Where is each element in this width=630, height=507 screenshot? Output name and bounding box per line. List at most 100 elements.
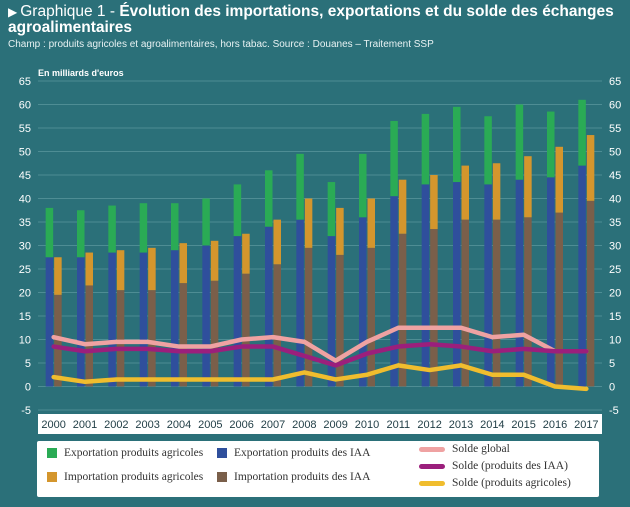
x-tick-label: 2011: [387, 419, 411, 431]
legend-line-solde-iaa: [419, 463, 445, 469]
bar-import-iaa: [524, 217, 532, 387]
legend-item-solde-global: Solde global: [419, 443, 510, 455]
x-tick-label: 2001: [73, 419, 97, 431]
bar-export-iaa: [359, 217, 367, 387]
bar-export-iaa: [265, 226, 273, 387]
bar-export-iaa: [547, 177, 555, 387]
y-tick-label-left: -5: [21, 405, 31, 417]
bar-export-iaa: [233, 236, 242, 387]
bar-export-agri: [171, 203, 179, 251]
legend-label: Importation produits des IAA: [234, 471, 371, 483]
x-tick-label: 2004: [167, 419, 191, 431]
x-tick-label: 2015: [511, 419, 535, 431]
bar-export-iaa: [421, 184, 430, 387]
bar-export-agri: [453, 106, 461, 183]
bar-import-agri: [54, 257, 62, 295]
x-tick-label: 2013: [449, 419, 473, 431]
y-tick-label-right: 25: [609, 264, 621, 276]
bar-export-iaa: [45, 257, 54, 387]
legend-label: Exportation produits des IAA: [234, 447, 371, 459]
solde-agri-line: [51, 363, 589, 392]
bar-import-agri: [242, 233, 250, 274]
bar-import-iaa: [304, 247, 313, 387]
y-tick-label-right: 30: [609, 241, 621, 253]
x-tick-label: 2005: [198, 419, 222, 431]
y-tick-label-right: 60: [609, 100, 621, 112]
y-tick-label-left: 35: [19, 217, 31, 229]
legend-item-solde-agri: Solde (produits agricoles): [419, 477, 571, 489]
y-axis-unit-label: En milliards d'euros: [38, 68, 124, 78]
bar-export-agri: [108, 205, 116, 253]
bar-export-iaa: [327, 236, 336, 387]
legend-swatch-export-agri: [47, 448, 57, 458]
legend-swatch-export-iaa: [217, 448, 227, 458]
play-arrow-icon: ▶: [8, 5, 18, 19]
y-tick-label-right: 5: [609, 358, 615, 370]
bar-import-agri: [336, 207, 344, 255]
legend-swatch-import-agri: [47, 472, 57, 482]
y-tick-label-right: 40: [609, 194, 621, 206]
x-tick-label: 2010: [355, 419, 379, 431]
bar-export-agri: [390, 120, 398, 197]
bar-import-iaa: [492, 219, 501, 387]
bar-export-iaa: [202, 245, 210, 387]
y-tick-label-left: 30: [19, 241, 31, 253]
y-tick-label-left: 55: [19, 123, 31, 135]
y-tick-label-right: 65: [609, 76, 621, 88]
x-tick-label: 2014: [480, 419, 504, 431]
bar-export-iaa: [77, 257, 85, 387]
y-tick-label-left: 65: [19, 76, 31, 88]
y-tick-label-left: 20: [19, 288, 31, 300]
legend-line-solde-agri: [419, 480, 445, 486]
bar-import-agri: [304, 198, 313, 248]
bar-import-iaa: [430, 229, 438, 387]
legend: Exportation produits agricoles Exportati…: [37, 441, 599, 497]
x-tick-label: 2017: [574, 419, 598, 431]
bar-import-agri: [524, 156, 532, 218]
bar-export-iaa: [453, 182, 461, 387]
legend-item-solde-iaa: Solde (produits des IAA): [419, 460, 568, 472]
y-tick-label-left: 0: [25, 382, 31, 394]
x-tick-label: 2012: [417, 419, 441, 431]
bar-export-iaa: [171, 250, 179, 387]
legend-line-solde-global: [419, 446, 445, 452]
y-tick-label-right: 10: [609, 335, 621, 347]
bar-import-agri: [430, 175, 438, 230]
legend-label: Solde global: [452, 443, 510, 455]
bar-export-agri: [327, 182, 336, 237]
chart-title: ▶ Graphique 1 - Évolution des importation…: [8, 4, 622, 36]
x-tick-label: 2006: [229, 419, 253, 431]
x-tick-label: 2016: [543, 419, 567, 431]
x-tick-label: 2002: [104, 419, 128, 431]
bar-import-iaa: [555, 212, 563, 387]
bar-export-agri: [578, 99, 586, 166]
y-tick-label-left: 40: [19, 194, 31, 206]
bar-export-iaa: [515, 179, 524, 387]
bar-import-iaa: [242, 273, 250, 387]
legend-item-export-iaa: Exportation produits des IAA: [217, 447, 370, 459]
y-tick-label-right: 55: [609, 123, 621, 135]
bar-import-agri: [179, 243, 187, 284]
bar-import-iaa: [54, 294, 62, 387]
solde-global-line: [51, 325, 589, 363]
bar-import-agri: [461, 165, 469, 220]
bar-import-agri: [85, 252, 93, 286]
bar-export-agri: [45, 207, 54, 258]
legend-swatch-import-iaa: [217, 472, 227, 482]
y-tick-label-right: 15: [609, 311, 621, 323]
x-tick-label: 2003: [135, 419, 159, 431]
y-tick-label-right: 0: [609, 382, 615, 394]
legend-label: Solde (produits des IAA): [452, 460, 568, 472]
title-prefix: Graphique 1 -: [20, 3, 120, 20]
title-main: Évolution des importations, exportations…: [8, 3, 614, 36]
chart-header: ▶ Graphique 1 - Évolution des importation…: [8, 4, 622, 51]
bar-export-iaa: [578, 165, 586, 387]
bar-import-agri: [210, 240, 219, 281]
legend-label: Importation produits agricoles: [64, 471, 204, 483]
bar-export-agri: [265, 170, 273, 227]
x-axis-band: [38, 414, 602, 434]
bar-export-iaa: [390, 196, 398, 387]
bar-import-iaa: [273, 264, 281, 387]
bar-export-agri: [233, 184, 242, 237]
